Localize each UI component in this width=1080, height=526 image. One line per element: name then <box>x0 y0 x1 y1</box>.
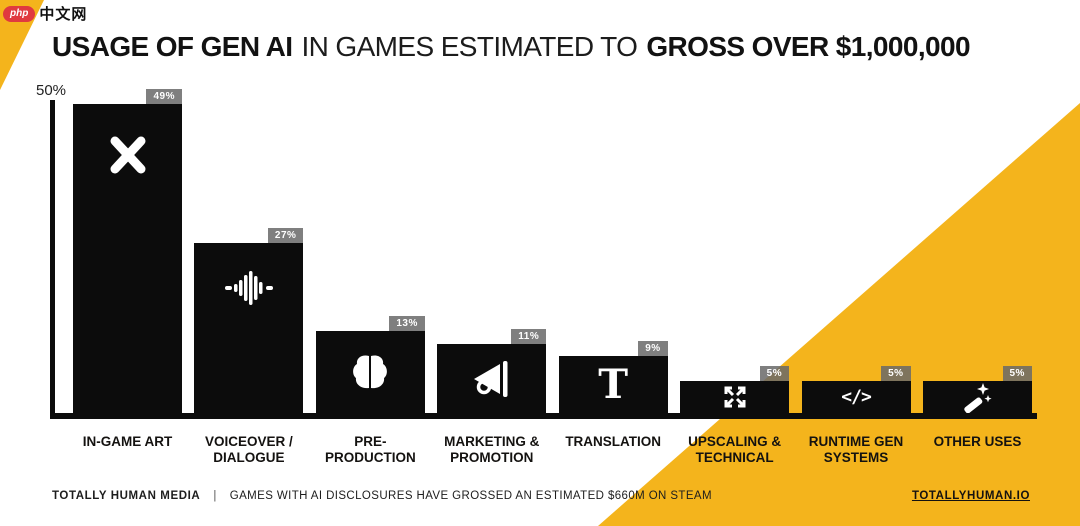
category-label-pre-production: PRE- PRODUCTION <box>324 434 416 465</box>
value-badge: 5% <box>881 366 911 381</box>
footer-brand: TOTALLY HUMAN MEDIA <box>52 490 201 502</box>
category-label-voiceover-dialogue: VOICEOVER / DIALOGUE <box>205 434 293 465</box>
expand-arrows-icon <box>722 384 748 410</box>
bar-other-uses: 5% <box>922 366 1032 413</box>
site-watermark[interactable]: php 中文网 <box>3 3 87 24</box>
category-labels-row: IN-GAME ART VOICEOVER / DIALOGUE PRE- PROD… <box>73 434 1032 466</box>
value-badge: 49% <box>146 89 182 104</box>
y-axis-max-label: 50% <box>36 82 67 99</box>
title-light: IN GAMES ESTIMATED TO <box>301 31 638 62</box>
magic-wand-icon <box>961 381 993 413</box>
bar-in-game-art: 49% <box>73 89 182 413</box>
title-bold-1: USAGE OF GEN AI <box>52 31 293 62</box>
category-label-runtime-gen-systems: RUNTIME GEN SYSTEMS <box>808 434 904 465</box>
value-badge: 5% <box>1002 366 1032 381</box>
bar-pre-production: 13% <box>315 316 425 413</box>
bar-runtime-gen-systems: 5% </> <box>801 366 911 413</box>
category-label-marketing-promotion: MARKETING & PROMOTION <box>444 434 540 465</box>
brain-icon <box>350 354 390 390</box>
footer: TOTALLY HUMAN MEDIA | GAMES WITH AI DISC… <box>52 490 712 502</box>
art-tools-icon <box>105 132 151 178</box>
footer-note: GAMES WITH AI DISCLOSURES HAVE GROSSED A… <box>229 490 712 502</box>
bar-upscaling-technical: 5% <box>680 366 790 413</box>
footer-website-link[interactable]: TOTALLYHUMAN.IO <box>911 490 1030 502</box>
category-label-upscaling-technical: UPSCALING & TECHNICAL <box>688 434 782 465</box>
value-badge: 13% <box>389 316 425 331</box>
letter-t-icon: T <box>598 360 629 408</box>
megaphone-icon <box>471 360 513 398</box>
chart-title: USAGE OF GEN AI IN GAMES ESTIMATED TO GR… <box>52 31 971 63</box>
bar-marketing-promotion: 11% <box>437 329 547 413</box>
title-bold-2: GROSS OVER $1,000,000 <box>646 31 970 62</box>
waveform-icon <box>224 271 273 305</box>
category-label-translation: TRANSLATION <box>565 434 662 449</box>
code-icon: </> <box>841 386 871 408</box>
site-name-text: 中文网 <box>39 6 88 23</box>
value-badge: 5% <box>759 366 790 381</box>
x-axis-baseline <box>50 413 1037 419</box>
bar-voiceover-dialogue: 27% <box>194 228 304 413</box>
php-logo[interactable]: php <box>3 5 36 22</box>
value-badge: 9% <box>638 341 668 356</box>
bar-translation: 9% T <box>558 341 668 413</box>
value-badge: 27% <box>267 228 304 243</box>
category-label-in-game-art: IN-GAME ART <box>82 434 173 449</box>
value-badge: 11% <box>511 329 547 344</box>
category-label-other-uses: OTHER USES <box>933 434 1022 449</box>
bar-chart: 49% 27% <box>73 89 1032 413</box>
footer-divider: | <box>213 490 217 502</box>
y-axis-line <box>50 100 55 419</box>
